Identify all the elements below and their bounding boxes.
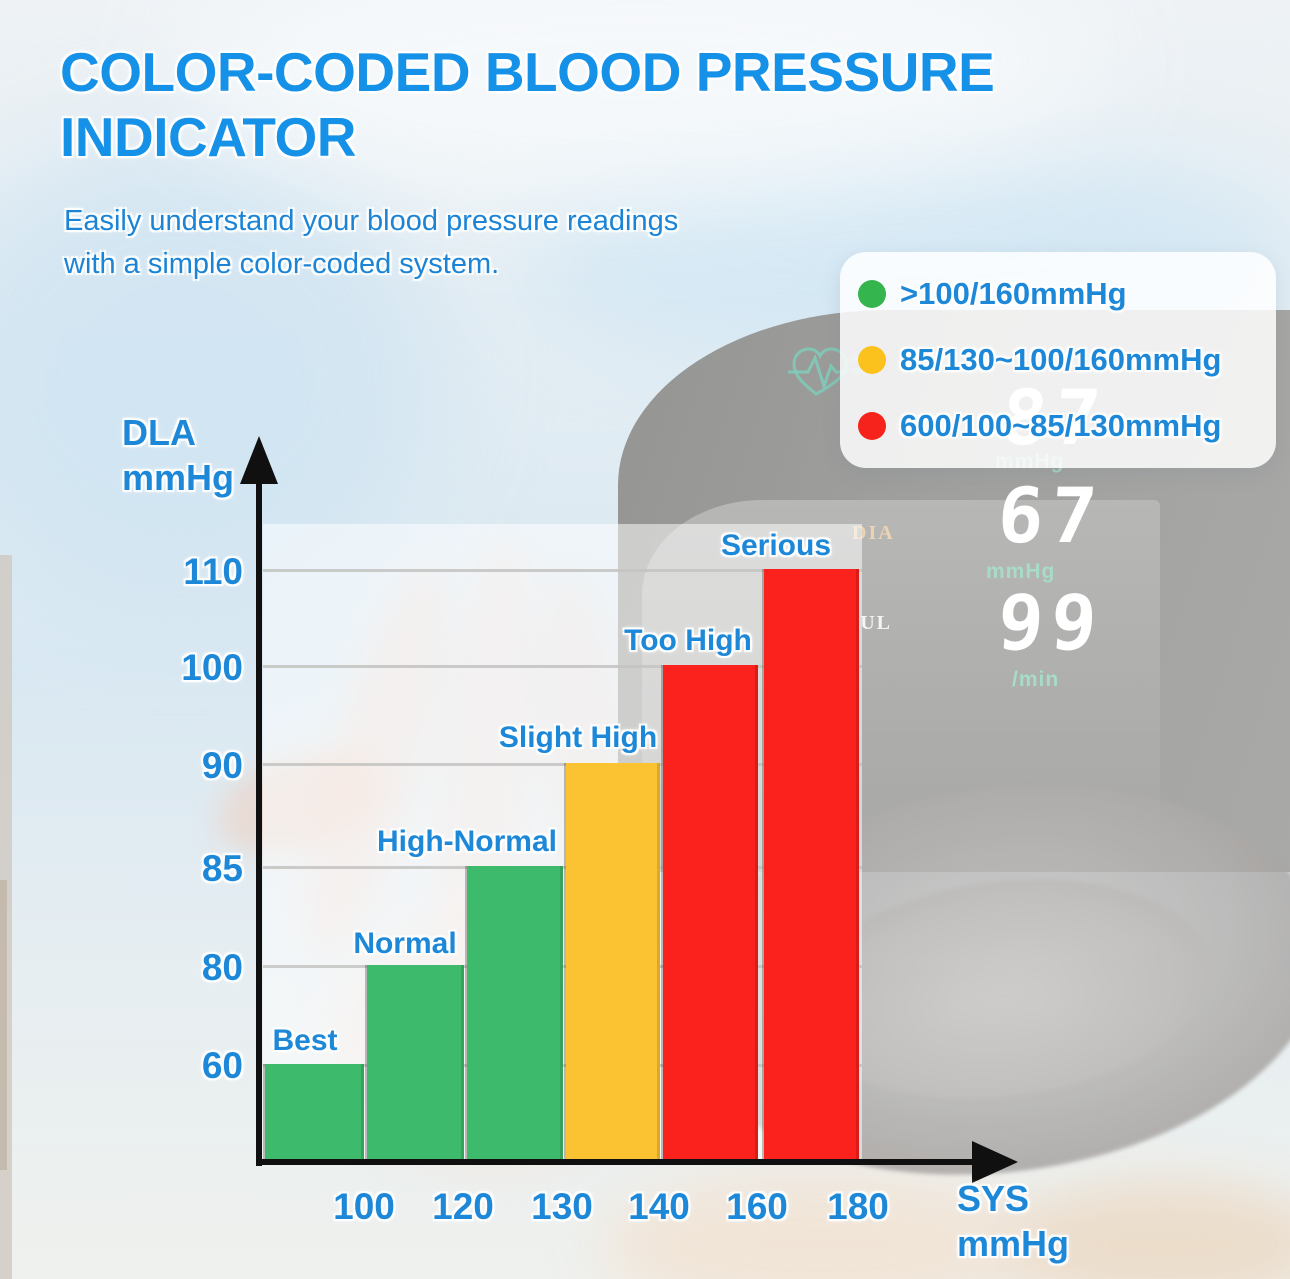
y-tick-90: 90	[201, 745, 243, 786]
x-axis-title: SYS mmHg	[957, 1176, 1069, 1266]
legend-item-label: 600/100~85/130mmHg	[900, 408, 1222, 443]
page-subtitle-line2: with a simple color-coded system.	[64, 248, 500, 280]
green-dot-icon	[858, 280, 886, 308]
device-dia-unit: mmHg	[986, 560, 1056, 583]
legend-card: >100/160mmHg 85/130~100/160mmHg 600/100~…	[840, 252, 1276, 468]
gridline-110	[263, 569, 862, 572]
legend-item-green: >100/160mmHg	[858, 274, 1127, 314]
y-tick-80: 80	[201, 947, 243, 988]
x-tick-100: 100	[333, 1186, 395, 1227]
device-dia-reading: 67	[994, 471, 1107, 560]
y-tick-85: 85	[201, 848, 243, 889]
x-axis-arrow-icon	[972, 1141, 1018, 1183]
bar-label-serious: Serious	[720, 529, 832, 562]
y-axis-title-line1: DLA	[122, 412, 196, 453]
bar-best	[265, 1064, 364, 1162]
x-tick-140: 140	[628, 1186, 690, 1227]
gridline-90	[263, 763, 862, 766]
yellow-dot-icon	[858, 346, 886, 374]
page-title-line1: COLOR-CODED BLOOD PRESSURE	[60, 41, 995, 103]
legend-item-yellow: 85/130~100/160mmHg	[858, 340, 1221, 380]
y-axis-title: DLA mmHg	[122, 410, 234, 500]
bar-serious	[764, 569, 859, 1162]
bg-left-strip-dark	[0, 880, 7, 1170]
device-pul-reading: 99	[994, 578, 1107, 667]
red-dot-icon	[858, 412, 886, 440]
y-tick-60: 60	[201, 1045, 243, 1086]
page-subtitle-line1: Easily understand your blood pressure re…	[64, 205, 679, 237]
x-tick-130: 130	[531, 1186, 593, 1227]
x-tick-120: 120	[432, 1186, 494, 1227]
page-title-line2: INDICATOR	[60, 106, 356, 168]
bar-label-best: Best	[272, 1024, 338, 1057]
legend-item-label: >100/160mmHg	[900, 276, 1127, 311]
x-tick-160: 160	[726, 1186, 788, 1227]
bar-label-too-high: Too High	[624, 624, 752, 657]
bar-slight-high	[566, 763, 660, 1162]
legend-item-red: 600/100~85/130mmHg	[858, 406, 1221, 446]
bar-normal	[367, 965, 464, 1162]
x-tick-180: 180	[827, 1186, 889, 1227]
device-dia-label: DIA	[852, 522, 895, 544]
y-axis-arrow-icon	[240, 436, 278, 484]
bar-label-normal: Normal	[353, 927, 457, 960]
bar-label-high-normal: High-Normal	[377, 825, 557, 858]
x-axis-line	[256, 1159, 978, 1165]
y-axis-title-line2: mmHg	[122, 457, 235, 498]
device-pul-unit: /min	[1012, 668, 1060, 691]
page-title: COLOR-CODED BLOOD PRESSURE INDICATOR	[60, 40, 995, 170]
legend-item-label: 85/130~100/160mmHg	[900, 342, 1222, 377]
y-axis-line	[256, 478, 262, 1166]
x-axis-title-line2: mmHg	[957, 1223, 1070, 1264]
gridline-100	[263, 665, 862, 668]
page-subtitle: Easily understand your blood pressure re…	[64, 200, 678, 286]
bar-too-high	[663, 665, 758, 1162]
bar-label-slight-high: Slight High	[498, 721, 658, 754]
y-tick-100: 100	[181, 647, 243, 688]
x-axis-title-line1: SYS	[957, 1178, 1030, 1219]
bar-high-normal	[467, 866, 563, 1162]
y-tick-110: 110	[183, 551, 243, 592]
